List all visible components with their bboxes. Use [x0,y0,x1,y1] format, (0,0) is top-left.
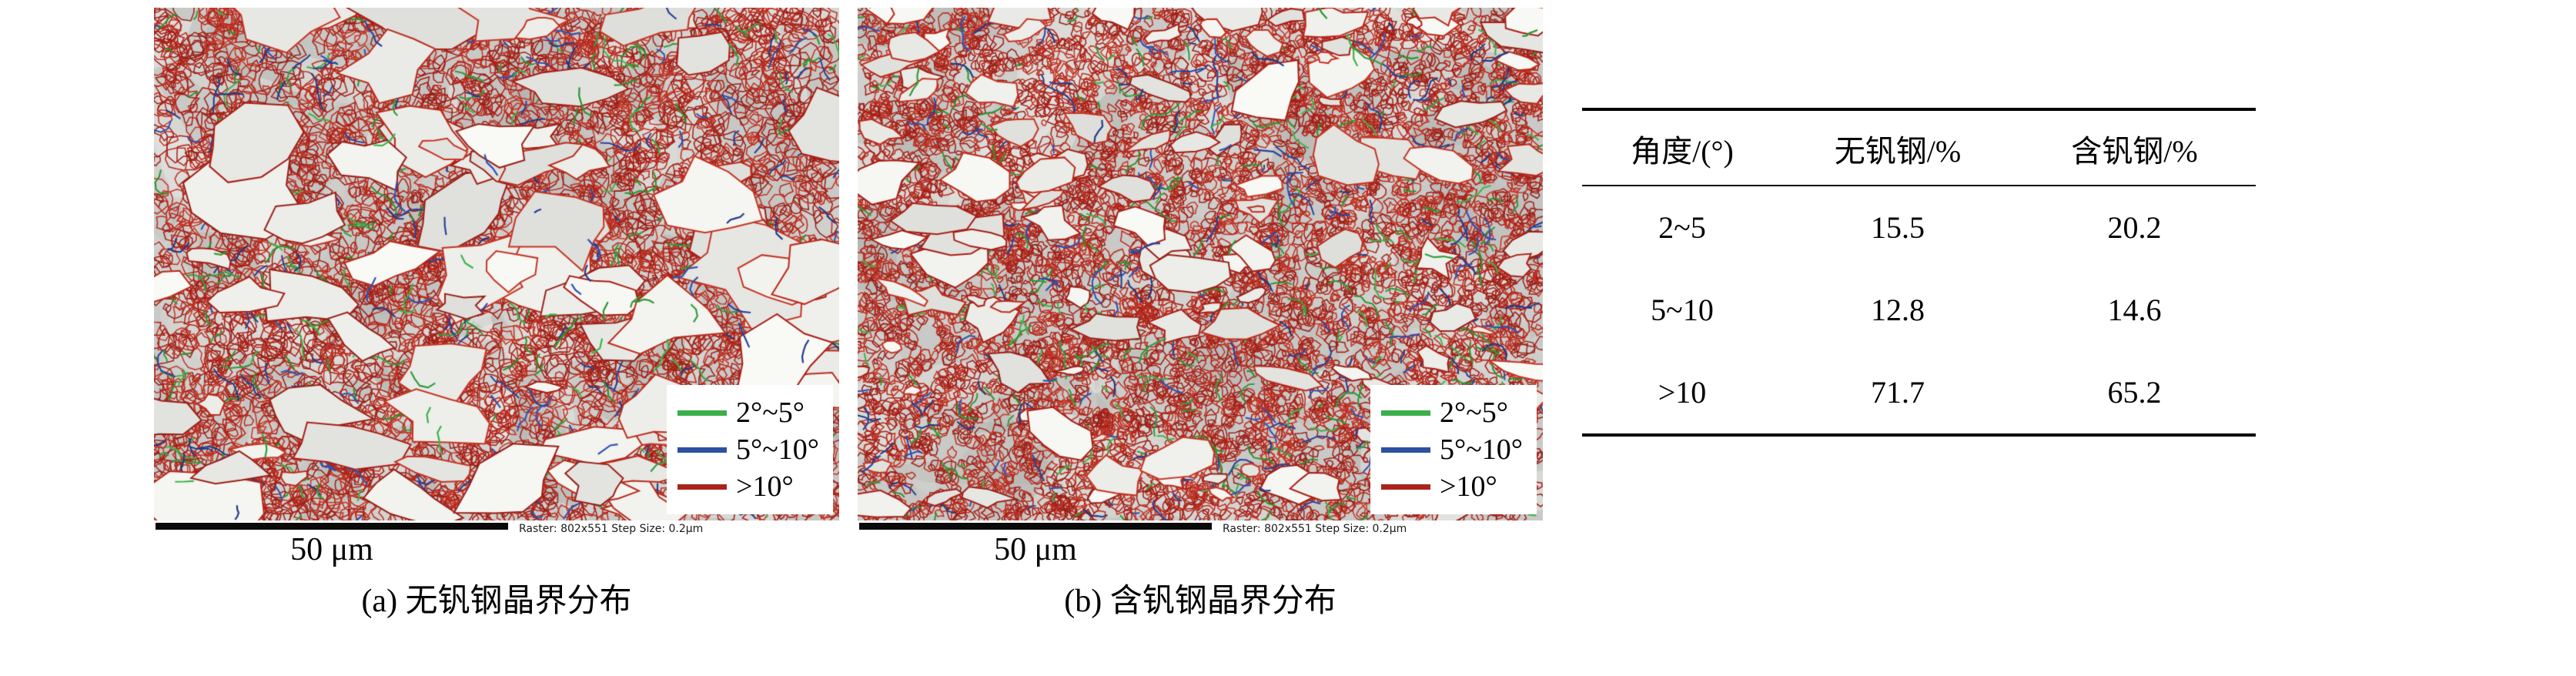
legend-a: 2°~5° 5°~10° >10° [667,385,833,514]
table-header-row: 角度/(°) 无钒钢/% 含钒钢/% [1582,109,2256,186]
cell-value: 15.5 [1871,210,1925,245]
scalebar-strip-a: Raster: 802x551 Step Size: 0.2μm 50 μm [154,520,839,570]
panel-b: 2°~5° 5°~10° >10° Raster: 802x551 Step S… [858,8,1543,621]
legend-item: 2°~5° [1381,394,1523,431]
legend-item: 5°~10° [677,431,819,468]
cell-value: 20.2 [2107,210,2162,245]
green-line-swatch [677,410,728,416]
legend-label: >10° [1440,470,1497,503]
legend-item: >10° [677,468,819,505]
blue-line-swatch [677,447,728,453]
micrograph-b: 2°~5° 5°~10° >10° [858,8,1543,520]
panel-a: 2°~5° 5°~10° >10° Raster: 802x551 Step S… [154,8,839,621]
legend-b: 2°~5° 5°~10° >10° [1370,385,1537,514]
raster-info: Raster: 802x551 Step Size: 0.2μm [1223,523,1407,535]
cell-angle: >10 [1658,375,1707,410]
table-row: 2~5 15.5 20.2 [1582,186,2256,269]
raster-info: Raster: 802x551 Step Size: 0.2μm [519,523,704,535]
legend-label: >10° [736,470,794,503]
caption-a: (a) 无钒钢晶界分布 [361,584,632,619]
micrograph-a: 2°~5° 5°~10° >10° [154,8,839,520]
angle-distribution-table: 角度/(°) 无钒钢/% 含钒钢/% 2~5 15.5 20.2 5~10 12… [1582,108,2256,437]
scale-label: 50 μm [290,532,373,567]
legend-label: 2°~5° [1440,397,1508,429]
caption-b: (b) 含钒钢晶界分布 [1064,584,1337,619]
legend-label: 2°~5° [736,397,805,429]
col-header-angle: 角度/(°) [1631,134,1734,169]
legend-label: 5°~10° [736,433,819,466]
cell-value: 14.6 [2107,293,2162,327]
legend-item: >10° [1381,468,1523,505]
legend-item: 5°~10° [1381,431,1523,468]
cell-value: 65.2 [2107,375,2162,410]
cell-value: 12.8 [1871,293,1925,327]
cell-value: 71.7 [1871,375,1925,410]
scale-bar [859,523,1212,530]
table-row: >10 71.7 65.2 [1582,351,2256,435]
green-line-swatch [1381,410,1431,416]
red-line-swatch [677,484,728,490]
legend-label: 5°~10° [1440,433,1523,466]
scale-label: 50 μm [994,532,1077,567]
col-header-v-steel: 含钒钢/% [2071,134,2198,169]
blue-line-swatch [1381,447,1431,453]
legend-item: 2°~5° [677,394,819,431]
table-row: 5~10 12.8 14.6 [1582,269,2256,351]
cell-angle: 5~10 [1651,293,1714,327]
scalebar-strip-b: Raster: 802x551 Step Size: 0.2μm 50 μm [858,520,1543,570]
cell-angle: 2~5 [1658,210,1706,245]
col-header-no-v-steel: 无钒钢/% [1834,134,1962,169]
red-line-swatch [1381,484,1431,490]
scale-bar [156,523,508,530]
